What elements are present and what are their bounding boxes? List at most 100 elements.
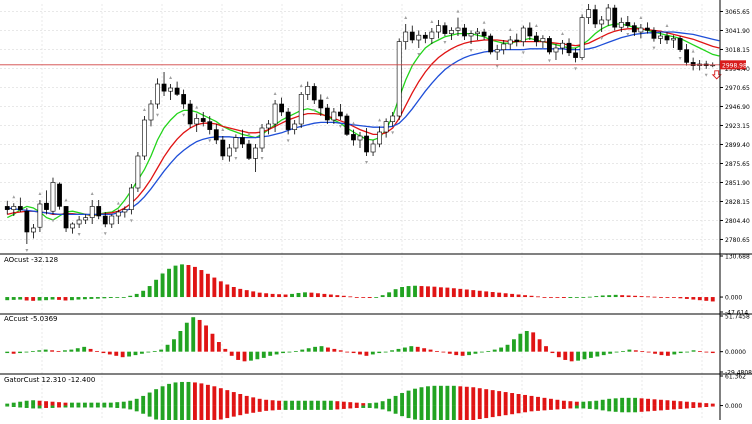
candle[interactable] bbox=[292, 120, 298, 135]
candle[interactable] bbox=[560, 32, 565, 55]
candle[interactable] bbox=[462, 24, 467, 40]
candle[interactable] bbox=[435, 20, 441, 39]
candle[interactable] bbox=[344, 113, 350, 136]
candle[interactable] bbox=[102, 212, 108, 236]
candle[interactable] bbox=[449, 27, 454, 40]
candle[interactable] bbox=[200, 112, 206, 127]
candle[interactable] bbox=[488, 33, 494, 55]
candle[interactable] bbox=[599, 16, 605, 40]
candle[interactable] bbox=[547, 36, 552, 63]
candle[interactable] bbox=[187, 100, 193, 128]
candle[interactable] bbox=[37, 192, 43, 232]
candle[interactable] bbox=[377, 118, 382, 148]
candle[interactable] bbox=[63, 198, 69, 232]
candle[interactable] bbox=[89, 192, 95, 224]
candle[interactable] bbox=[50, 177, 56, 223]
candle[interactable] bbox=[174, 81, 180, 96]
candle[interactable] bbox=[181, 89, 187, 117]
candle[interactable] bbox=[527, 22, 533, 40]
candle[interactable] bbox=[96, 200, 102, 220]
candle[interactable] bbox=[351, 121, 356, 146]
candle[interactable] bbox=[109, 214, 115, 228]
candle[interactable] bbox=[645, 22, 650, 34]
candle[interactable] bbox=[364, 128, 369, 164]
candle[interactable] bbox=[370, 140, 376, 156]
candle[interactable] bbox=[142, 108, 147, 160]
candle[interactable] bbox=[520, 25, 526, 55]
candle[interactable] bbox=[553, 44, 559, 60]
candle[interactable] bbox=[311, 83, 317, 112]
candle[interactable] bbox=[279, 97, 285, 116]
candle[interactable] bbox=[481, 20, 487, 40]
candle[interactable] bbox=[324, 96, 330, 124]
candle[interactable] bbox=[259, 124, 265, 160]
price-panel[interactable] bbox=[0, 0, 722, 252]
candle[interactable] bbox=[83, 214, 89, 224]
gator-panel[interactable] bbox=[5, 381, 715, 424]
candle[interactable] bbox=[703, 60, 709, 77]
candle[interactable] bbox=[305, 81, 311, 100]
candle[interactable] bbox=[671, 35, 676, 48]
candle[interactable] bbox=[17, 197, 23, 212]
candle[interactable] bbox=[148, 100, 154, 127]
candle[interactable] bbox=[11, 195, 17, 216]
candle[interactable] bbox=[226, 144, 232, 162]
candle[interactable] bbox=[612, 0, 618, 31]
candle[interactable] bbox=[514, 33, 520, 47]
candle[interactable] bbox=[318, 94, 324, 116]
candle[interactable] bbox=[677, 36, 683, 60]
candle[interactable] bbox=[618, 17, 624, 32]
candle[interactable] bbox=[31, 224, 36, 239]
candle[interactable] bbox=[468, 30, 474, 52]
candle[interactable] bbox=[220, 128, 226, 160]
candle[interactable] bbox=[383, 118, 389, 138]
candle[interactable] bbox=[285, 108, 291, 143]
candle[interactable] bbox=[429, 20, 435, 44]
candle[interactable] bbox=[44, 190, 49, 215]
candle[interactable] bbox=[494, 44, 500, 68]
candle[interactable] bbox=[638, 16, 644, 39]
candle[interactable] bbox=[298, 84, 304, 128]
candle[interactable] bbox=[240, 129, 245, 148]
candle[interactable] bbox=[233, 134, 239, 160]
candle[interactable] bbox=[664, 24, 670, 44]
candle[interactable] bbox=[540, 35, 546, 48]
candle[interactable] bbox=[507, 28, 513, 50]
candle[interactable] bbox=[128, 184, 134, 223]
candle[interactable] bbox=[442, 22, 448, 44]
candle[interactable] bbox=[658, 32, 663, 44]
candle[interactable] bbox=[455, 9, 461, 36]
candle[interactable] bbox=[631, 22, 637, 36]
candle[interactable] bbox=[331, 108, 337, 124]
candle[interactable] bbox=[390, 112, 396, 135]
candle[interactable] bbox=[194, 105, 200, 132]
candle[interactable] bbox=[533, 24, 539, 47]
candle[interactable] bbox=[566, 38, 572, 56]
candle[interactable] bbox=[592, 4, 598, 28]
candle[interactable] bbox=[501, 40, 507, 55]
candle[interactable] bbox=[207, 116, 213, 143]
ao-panel[interactable] bbox=[5, 264, 715, 302]
candle[interactable] bbox=[475, 28, 480, 40]
candle[interactable] bbox=[573, 48, 578, 71]
candle[interactable] bbox=[586, 0, 592, 24]
candle[interactable] bbox=[24, 208, 30, 252]
ac-panel[interactable] bbox=[5, 317, 715, 362]
candle[interactable] bbox=[272, 92, 278, 132]
candle[interactable] bbox=[357, 132, 363, 148]
candle[interactable] bbox=[246, 132, 252, 160]
candle[interactable] bbox=[403, 16, 409, 50]
candle[interactable] bbox=[161, 72, 167, 96]
candle[interactable] bbox=[605, 4, 611, 26]
candle[interactable] bbox=[213, 124, 219, 144]
candle[interactable] bbox=[115, 201, 121, 224]
candle[interactable] bbox=[409, 25, 415, 44]
candle[interactable] bbox=[155, 78, 160, 117]
candle[interactable] bbox=[684, 44, 689, 66]
candle[interactable] bbox=[135, 152, 141, 192]
candle[interactable] bbox=[690, 49, 696, 71]
candle[interactable] bbox=[76, 216, 82, 236]
candle[interactable] bbox=[422, 32, 428, 44]
candle[interactable] bbox=[338, 104, 343, 128]
